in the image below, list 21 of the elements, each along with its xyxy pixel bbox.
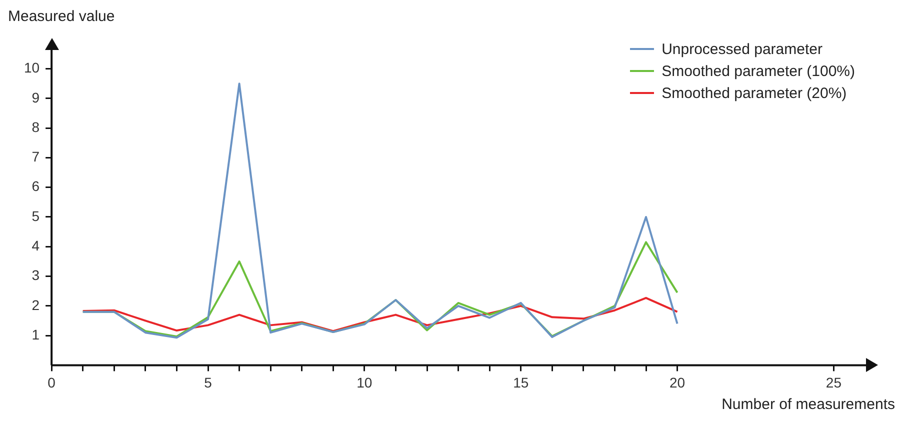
legend-label: Smoothed parameter (100%) — [662, 62, 855, 80]
x-tick-label: 0 — [48, 374, 56, 390]
y-tick-label: 5 — [32, 208, 40, 224]
x-tick-label: 15 — [513, 374, 529, 390]
legend-label: Smoothed parameter (20%) — [662, 84, 847, 102]
y-tick-label: 10 — [24, 60, 40, 76]
y-tick-label: 1 — [32, 326, 40, 342]
y-tick-label: 3 — [32, 267, 40, 284]
y-tick-label: 2 — [32, 296, 40, 313]
x-tick-label: 10 — [356, 374, 372, 390]
y-tick-label: 9 — [32, 89, 40, 106]
y-tick-label: 6 — [32, 178, 40, 194]
y-tick-label: 8 — [32, 118, 40, 135]
x-tick-label: 20 — [669, 374, 686, 390]
legend-label: Unprocessed parameter — [662, 40, 822, 58]
y-tick-label: 4 — [32, 237, 40, 254]
x-tick-label: 5 — [204, 374, 212, 390]
x-axis-title: Number of measurements — [722, 396, 895, 413]
y-tick-label: 7 — [32, 148, 40, 165]
x-tick-label: 25 — [826, 374, 842, 390]
y-axis-title: Measured value — [8, 8, 115, 25]
